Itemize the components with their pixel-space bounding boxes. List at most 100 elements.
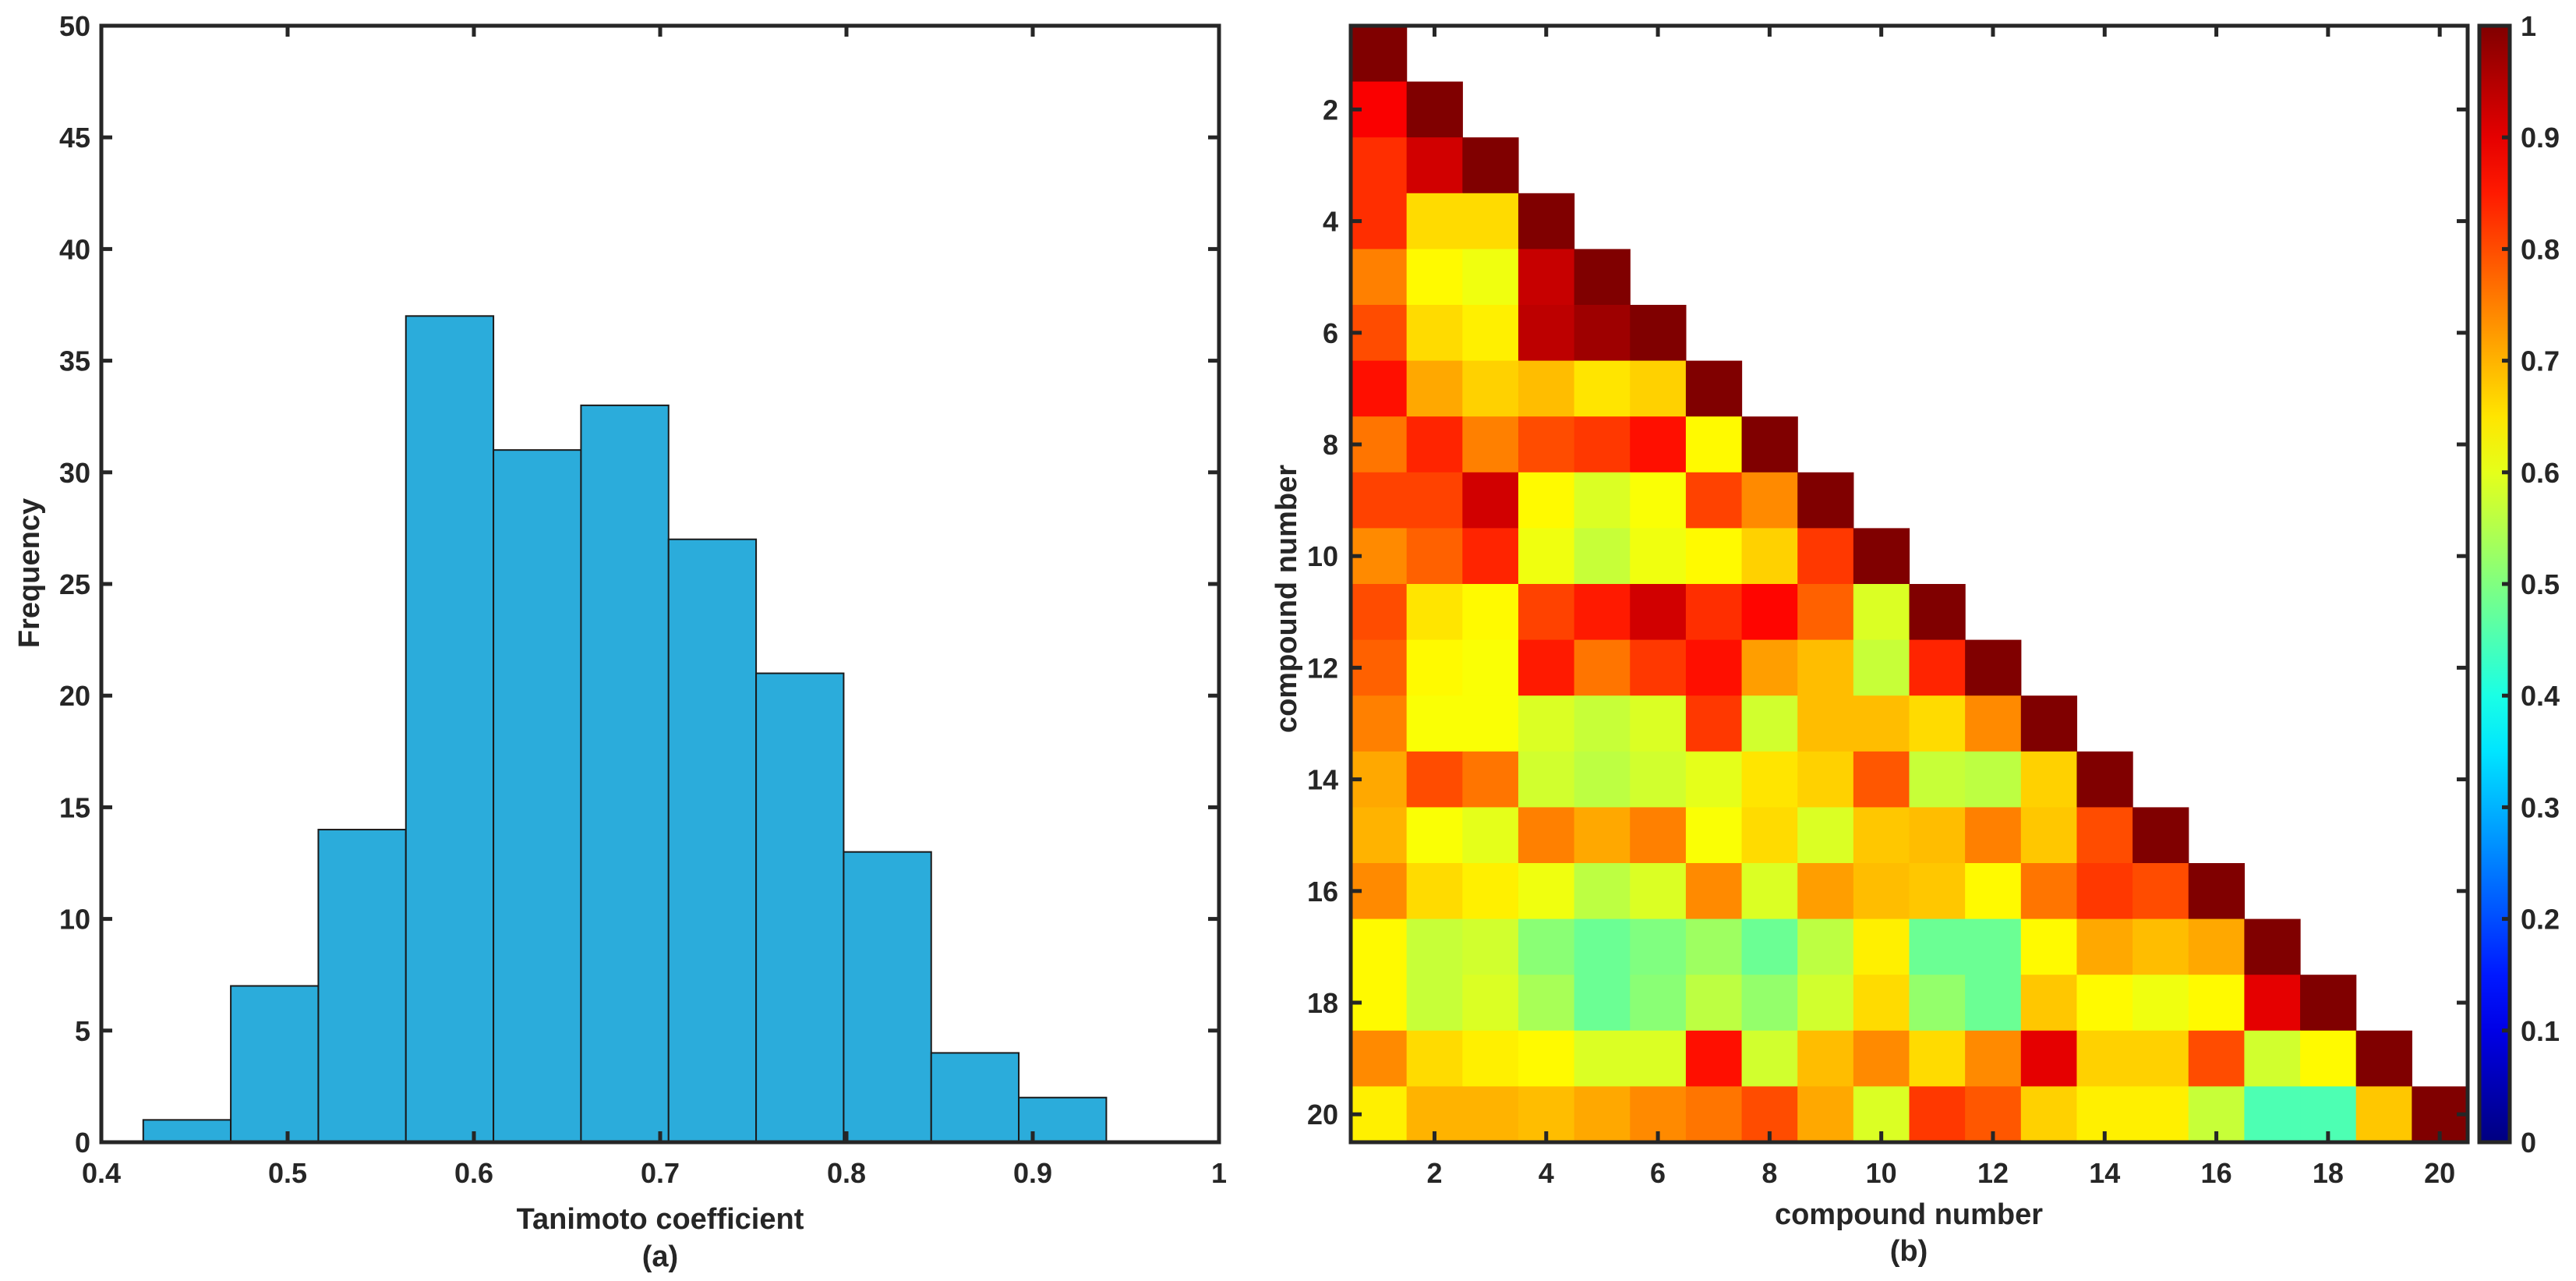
heatmap-cell [2020,975,2078,1032]
heatmap-cell [1574,975,1631,1032]
heatmap-cell [1685,695,1743,752]
heatmap-cell [1797,584,1854,641]
heatmap-cell [1351,695,1408,752]
heatmap-cell [1462,305,1519,362]
heatmap-cell [1909,807,1966,864]
histogram-x-tick-label: 0.6 [454,1157,493,1189]
heatmap-cell [2020,751,2078,808]
heatmap-cell [1797,1030,1854,1087]
histogram-bar [317,829,407,1144]
heatmap-cell [1685,918,1743,975]
heatmap-cell [1462,193,1519,249]
heatmap-cell [1741,528,1798,585]
heatmap-cell [2188,1030,2245,1087]
heatmap-axes-box [1348,23,2470,1145]
heatmap-cell [1574,1030,1631,1087]
heatmap-cell [1630,305,1687,362]
histogram-bars [142,315,1108,1144]
heatmap-y-tick-label: 4 [1323,206,1338,238]
heatmap-cell [1351,249,1408,306]
heatmap-cell [1462,751,1519,808]
histogram-y-tick-label: 40 [59,233,90,265]
heatmap-cell [1685,975,1743,1032]
heatmap-cell [1797,472,1854,529]
heatmap-cell [1351,584,1408,641]
heatmap-cell [1574,584,1631,641]
heatmap-cell [1406,1030,1463,1087]
colorbar: 0 0.1 0.2 0.3 0.4 0.5 0.6 0.7 0.8 0.9 1 [2477,10,2560,1159]
heatmap-cell [1685,416,1743,473]
heatmap-cell [2076,807,2133,864]
heatmap-cell [1574,863,1631,920]
heatmap-cell [2188,918,2245,975]
heatmap-y-tick-label: 10 [1307,540,1338,572]
heatmap-cell [1797,751,1854,808]
heatmap-cell [1406,528,1463,585]
histogram-bar [493,449,582,1143]
colorbar-tick-label: 0.3 [2521,791,2560,823]
heatmap-cell [2076,975,2133,1032]
heatmap-cell [1630,863,1687,920]
heatmap-cell [1797,695,1854,752]
heatmap-cell [1462,918,1519,975]
heatmap-cell [1630,1030,1687,1087]
heatmap-cell [1351,807,1408,864]
heatmap-cell [1909,584,1966,641]
heatmap-cell [2076,751,2133,808]
heatmap-cell [1630,975,1687,1032]
heatmap-cell [1630,528,1687,585]
heatmap-cell [1518,528,1575,585]
heatmap-y-tick-label: 8 [1323,429,1338,461]
histogram-bar [843,851,932,1144]
heatmap-cell [2020,1030,2078,1087]
histogram-x-tick-label: 0.7 [641,1157,680,1189]
heatmap-x-axis-label: compound number [1775,1198,2043,1231]
heatmap-cell [1574,695,1631,752]
histogram-y-tick-label: 5 [75,1015,90,1047]
heatmap-cell [1406,863,1463,920]
heatmap-cell [1574,751,1631,808]
heatmap-cell [1909,918,1966,975]
heatmap-cell [1685,472,1743,529]
heatmap-cell [1462,528,1519,585]
heatmap-cell [1574,416,1631,473]
heatmap-cell [2133,807,2189,864]
histogram-y-tick-label: 45 [59,122,90,154]
heatmap-cell [1406,695,1463,752]
heatmap-cell [1518,639,1575,696]
heatmap-cell [1685,584,1743,641]
heatmap-cell [1406,305,1463,362]
heatmap-cell [1853,975,1910,1032]
heatmap-cell [1462,1086,1519,1143]
heatmap-cell [1406,360,1463,417]
histogram-x-tick-label: 1 [1211,1157,1227,1189]
heatmap-cell [2133,975,2189,1032]
heatmap-cell [1518,918,1575,975]
heatmap-cell [1853,1030,1910,1087]
heatmap-cell [1630,695,1687,752]
heatmap-y-tick-label: 6 [1323,317,1338,349]
heatmap-cell [1630,918,1687,975]
histogram-x-axis-label: Tanimoto coefficient [517,1203,804,1236]
heatmap-cell [1574,918,1631,975]
heatmap-cell [2244,1030,2301,1087]
heatmap-cell [1574,807,1631,864]
heatmap-cell [1685,528,1743,585]
heatmap-cell [1406,193,1463,249]
heatmap-cell [2355,1086,2412,1143]
heatmap-cell [1909,639,1966,696]
heatmap-cell [1741,695,1798,752]
heatmap-cell [1406,249,1463,306]
heatmap-cell [1797,918,1854,975]
histogram-x-tick-label: 0.4 [82,1157,121,1189]
heatmap-cell [1518,305,1575,362]
heatmap-cell [1909,975,1966,1032]
heatmap-cell [2133,1086,2189,1143]
heatmap-cell [1965,863,2022,920]
heatmap-y-tick-label: 16 [1307,876,1338,908]
heatmap-cell [1462,1030,1519,1087]
heatmap-y-axis-label: compound number [1270,465,1303,733]
heatmap-cell [1853,918,1910,975]
heatmap-x-tick-label: 2 [1426,1157,1442,1189]
histogram-bar [755,672,845,1143]
